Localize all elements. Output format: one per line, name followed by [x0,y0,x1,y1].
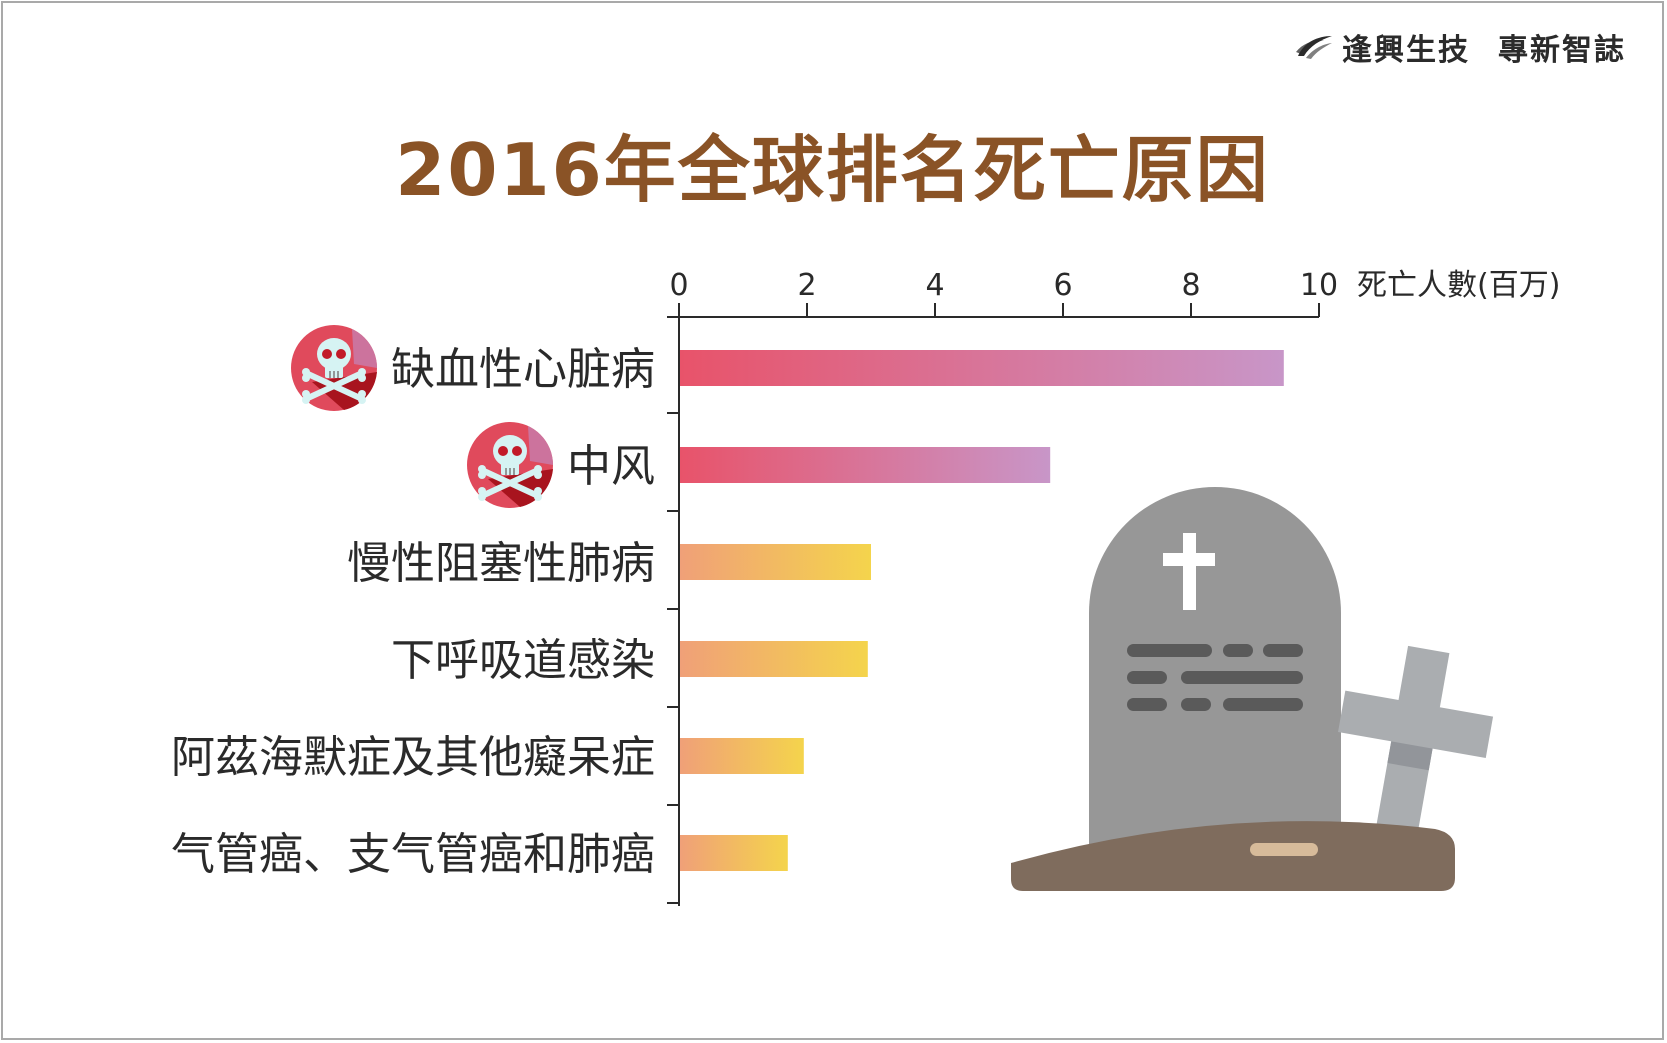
cross-icon [1183,533,1196,610]
bar [680,350,1284,386]
x-tick-label: 2 [797,268,816,303]
skull-crossbones-icon [467,422,553,508]
skull-crossbones-icon [291,325,377,411]
category-label: 中风 [567,441,655,492]
brand-subtitle: 專新智誌 [1498,33,1626,68]
brand-name: 逢興生技 [1342,33,1470,68]
category-label: 缺血性心脏病 [391,344,655,395]
category-label: 气管癌、支气管癌和肺癌 [171,829,655,880]
chart-title: 2016年全球排名死亡原因 [395,128,1270,212]
category-label: 慢性阻塞性肺病 [347,538,655,589]
bar [680,447,1051,483]
bar [680,738,804,774]
category-label: 阿茲海默症及其他癡呆症 [171,732,655,783]
bar [680,544,871,580]
x-axis-label: 死亡人數(百万) [1357,268,1560,303]
x-tick-label: 10 [1300,268,1338,303]
x-tick-label: 4 [925,268,944,303]
swoosh-logo-icon [1296,36,1332,59]
bar-chart: 0 2 4 6 8 10 死亡人數(百万) 缺血性心脏病中风慢性阻塞性肺病下呼吸道感染阿茲海… [171,268,1560,906]
x-tick-label: 8 [1181,268,1200,303]
category-label: 下呼吸道感染 [391,635,655,686]
x-tick-label: 0 [669,268,688,303]
bar [680,641,868,677]
tombstone-illustration [1011,487,1494,891]
bar [680,835,788,871]
brand: 逢興生技 專新智誌 [1294,25,1626,69]
x-tick-label: 6 [1053,268,1072,303]
